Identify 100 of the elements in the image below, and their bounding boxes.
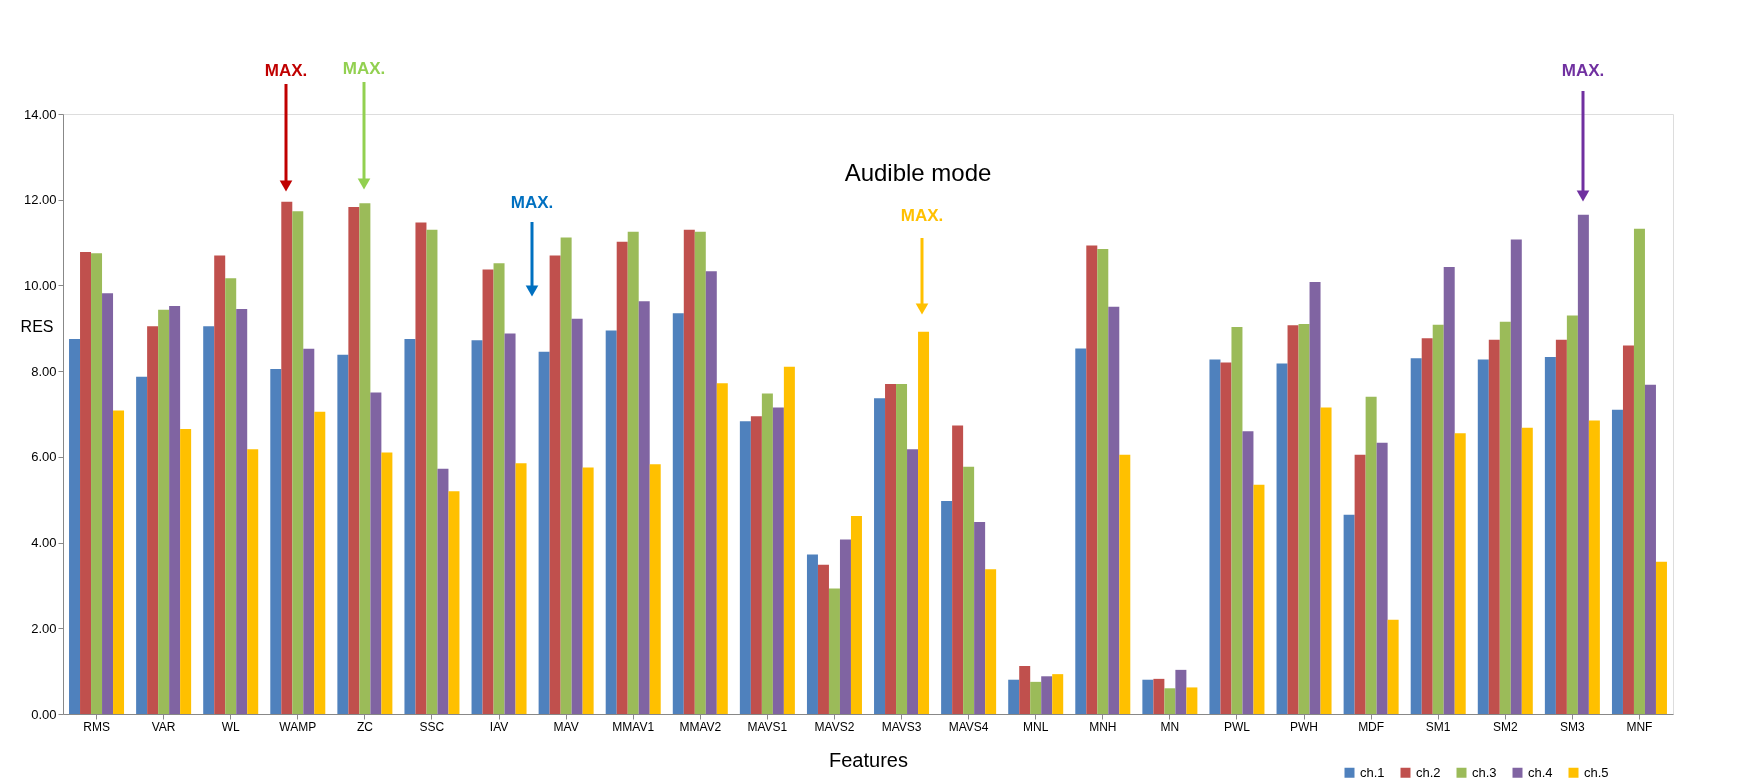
y-tick-label: 0.00 [31, 706, 57, 722]
bar [203, 326, 215, 714]
bar [1622, 345, 1634, 714]
bar [281, 201, 293, 714]
bar [1521, 427, 1533, 714]
x-tick-label: WAMP [279, 719, 317, 734]
x-tick-label: SSC [419, 719, 445, 734]
x-tick-label: MNF [1626, 719, 1653, 734]
bar [482, 269, 494, 714]
bar [828, 588, 840, 714]
bar [1108, 306, 1120, 714]
x-tick-label: WL [221, 719, 241, 734]
bar [1577, 214, 1589, 714]
bar [985, 569, 997, 714]
x-tick-label: SM2 [1492, 719, 1518, 734]
bar [1052, 674, 1064, 714]
bar [370, 392, 382, 714]
bar [750, 416, 762, 714]
bar [1376, 442, 1388, 714]
bar [1555, 339, 1567, 714]
bar [761, 393, 773, 714]
bar [1611, 409, 1623, 714]
bar [113, 410, 125, 714]
bar [649, 464, 661, 714]
y-tick-label: 8.00 [31, 363, 57, 379]
bar [270, 369, 282, 714]
bar [839, 539, 851, 714]
bar [694, 231, 706, 714]
bar [136, 376, 148, 714]
bar [1231, 327, 1243, 714]
x-tick-label: RMS [83, 719, 110, 734]
bar [1454, 433, 1466, 714]
bar [426, 229, 438, 714]
bar [180, 429, 192, 714]
bar [1075, 348, 1087, 714]
y-tick-label: 10.00 [23, 277, 57, 293]
bar [69, 339, 81, 714]
bar [963, 466, 975, 714]
x-tick-label: MAVS1 [747, 719, 788, 734]
text: MAX. [1561, 61, 1605, 80]
legend-label: ch.2 [1416, 764, 1441, 780]
x-tick-label: MMAV1 [612, 719, 655, 734]
x-tick-label: ZC [356, 719, 374, 734]
bar [1298, 324, 1310, 714]
bar [896, 384, 908, 714]
bar [582, 467, 594, 714]
x-tick-label: MAVS4 [948, 719, 989, 734]
annotation: MAX. [510, 193, 554, 212]
bar [850, 516, 862, 714]
bar [1242, 431, 1254, 714]
bar [1097, 249, 1109, 714]
annotation: MAX. [900, 206, 944, 225]
bar [952, 425, 964, 714]
bar [683, 229, 695, 714]
bar [1008, 679, 1020, 714]
x-tick-label: SM3 [1560, 719, 1586, 734]
bar [716, 383, 728, 714]
bar [806, 554, 818, 714]
bar [1209, 359, 1221, 714]
y-tick-label: 6.00 [31, 449, 57, 465]
bar [538, 351, 550, 714]
bar [1655, 561, 1667, 714]
bar [1477, 359, 1489, 714]
bar [885, 384, 897, 714]
bar [415, 222, 427, 714]
bar [292, 211, 304, 714]
bar [1019, 666, 1031, 714]
bar [1510, 239, 1522, 714]
bar [739, 421, 751, 714]
bar [783, 366, 795, 714]
bar [214, 255, 226, 714]
x-tick-label: PWH [1290, 719, 1319, 734]
bar [1086, 245, 1098, 714]
x-tick-label: MNL [1023, 719, 1049, 734]
bar [1410, 358, 1422, 714]
bar [1544, 357, 1556, 714]
bar [359, 203, 371, 714]
bar [504, 333, 516, 714]
x-tick-label: PWL [1223, 719, 1251, 734]
bar [337, 354, 349, 714]
bar [1443, 267, 1455, 714]
bar [169, 306, 181, 714]
text: MAX. [264, 61, 308, 80]
y-tick-label: 2.00 [31, 620, 57, 636]
y-tick-label: 14.00 [23, 106, 57, 122]
bar [1354, 454, 1366, 714]
bar [1343, 514, 1355, 714]
bar [638, 301, 650, 714]
bar [616, 241, 628, 714]
bar [1387, 619, 1399, 714]
bar [627, 231, 639, 714]
bar [404, 339, 416, 714]
bar [1488, 339, 1500, 714]
x-tick-label: IAV [489, 719, 509, 734]
bar [314, 411, 326, 714]
bar [1041, 676, 1053, 714]
bar [1644, 384, 1656, 714]
bar [1030, 681, 1042, 714]
bar [1365, 396, 1377, 714]
x-tick-label: MAVS3 [881, 719, 922, 734]
